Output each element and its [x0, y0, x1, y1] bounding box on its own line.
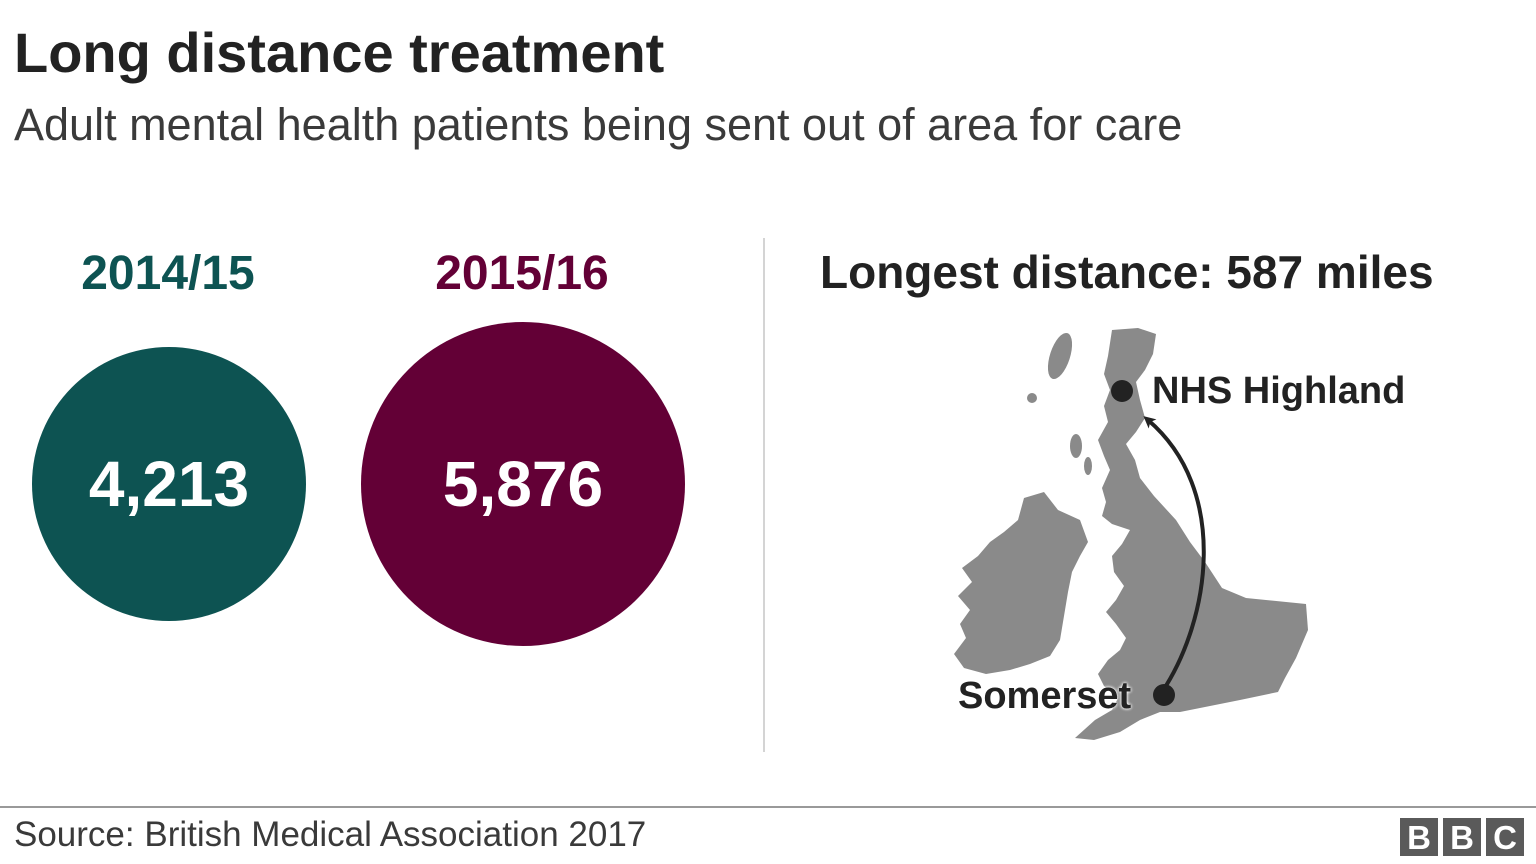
bubble-2014-15: 4,213: [32, 347, 306, 621]
great-britain-shape: [1075, 328, 1308, 740]
longest-distance-title: Longest distance: 587 miles: [820, 246, 1434, 298]
somerset-label: Somerset: [958, 675, 1132, 717]
bubble-value-2015-16: 5,876: [442, 448, 604, 520]
footer-divider: [0, 806, 1536, 808]
chart-title: Long distance treatment: [14, 21, 665, 84]
uk-map: [954, 328, 1308, 740]
nhs-highland-marker: [1111, 380, 1133, 402]
bbc-logo-letter: B: [1443, 818, 1481, 856]
source-note: Source: British Medical Association 2017: [14, 815, 647, 854]
bubble-value-2014-15: 4,213: [88, 448, 250, 520]
somerset-marker: [1153, 684, 1175, 706]
year-label-2014-15: 2014/15: [81, 247, 255, 300]
route-arrow: [1143, 416, 1206, 694]
island-shape: [1027, 393, 1037, 403]
island-shape: [1070, 434, 1082, 458]
bbc-logo-letter: C: [1486, 818, 1524, 856]
ireland-shape: [954, 492, 1088, 674]
nhs-highland-label: NHS Highland: [1152, 370, 1406, 412]
panel-divider: [763, 238, 765, 752]
chart-subtitle: Adult mental health patients being sent …: [14, 99, 1183, 150]
island-shape: [1084, 457, 1092, 475]
bubble-2015-16: 5,876: [361, 322, 685, 646]
bbc-logo: B B C: [1400, 818, 1524, 856]
island-shape: [1047, 332, 1073, 380]
bbc-logo-letter: B: [1400, 818, 1438, 856]
year-label-2015-16: 2015/16: [435, 247, 609, 300]
